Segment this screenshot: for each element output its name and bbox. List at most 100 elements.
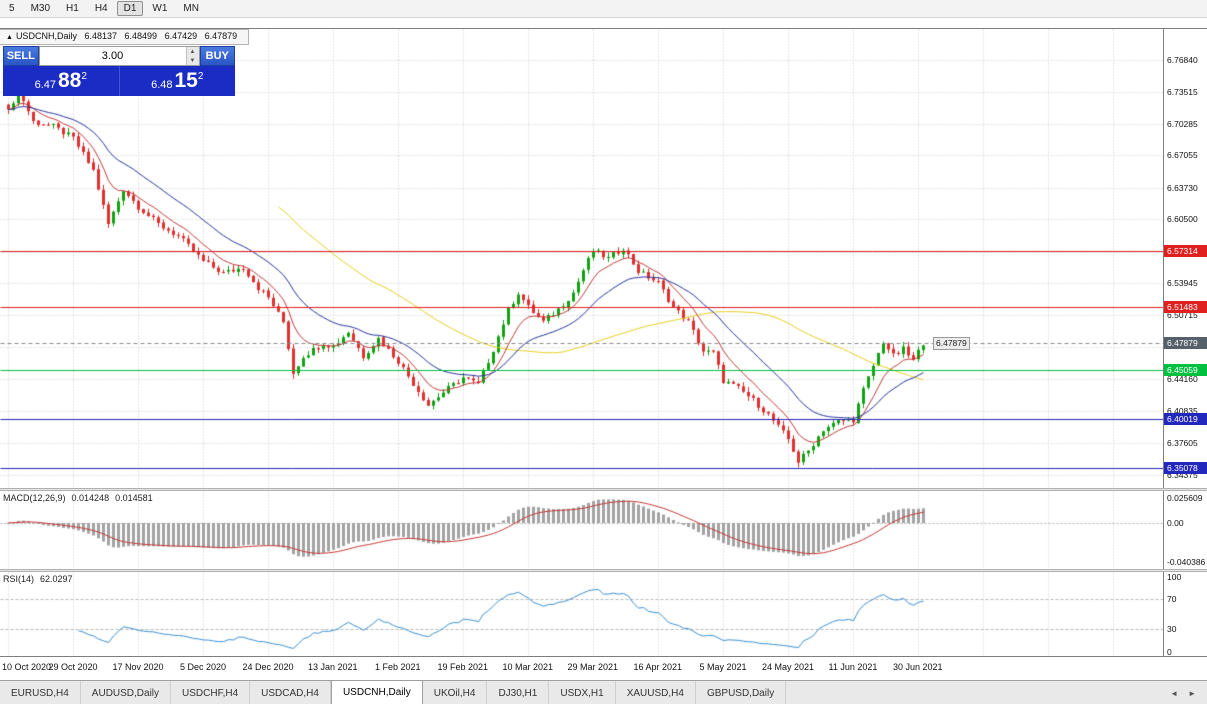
rsi-level-label: 100 [1167,572,1182,582]
rsi-panel: RSI(14) 62.0297 100 70 30 0 [0,572,1207,657]
ask-price-big: 15 [174,69,198,92]
timeframe-button-d1[interactable]: D1 [116,1,144,16]
rsi-canvas[interactable] [0,572,1163,656]
timeframe-button-mn[interactable]: MN [183,3,199,14]
rsi-scale[interactable]: 100 70 30 0 [1163,572,1207,657]
macd-indicator-label: MACD(12,26,9) 0.014248 0.014581 [3,493,159,503]
ohlc-open: 6.48137 [84,31,118,41]
macd-value-main: 0.014248 [71,493,110,503]
hline-price-tag: 6.40019 [1164,413,1207,426]
date-tick-label: 5 Dec 2020 [180,662,227,672]
volume-field: ▲ ▼ [38,46,200,66]
ohlc-close: 6.47879 [204,31,238,41]
macd-scale-zero: 0.00 [1167,518,1184,528]
price-tick-label: 6.50715 [1167,309,1198,320]
price-tick-label: 6.76840 [1167,54,1198,65]
bid-price-big: 88 [58,69,82,92]
date-tick-label: 10 Oct 2020 [2,662,52,672]
timeframe-button-w1[interactable]: W1 [152,3,168,14]
macd-panel: MACD(12,26,9) 0.014248 0.014581 0.025609 0.… [0,491,1207,569]
rsi-indicator-label: RSI(14) 62.0297 [3,574,79,584]
price-tick-label: 6.40835 [1167,406,1198,417]
chart-tab-gbpusd[interactable]: GBPUSD,Daily [696,681,787,704]
bid-ask-display: 6.47 88 2 6.48 15 2 [3,66,235,96]
tabs-scroll: ◄ ► [1165,681,1207,704]
timeframe-button-h4[interactable]: H4 [94,3,108,14]
date-tick-label: 29 Oct 2020 [48,662,98,672]
price-tick-label: 6.70285 [1167,118,1198,129]
chart-symbol-period: USDCNH,Daily [15,31,77,41]
chart-tab-usdcnh[interactable]: USDCNH,Daily [330,681,423,704]
timeframe-button-m30[interactable]: M30 [30,3,51,14]
ohlc-high: 6.48499 [124,31,158,41]
chart-tabs-bar: EURUSD,H4 AUDUSD,Daily USDCHF,H4 USDCAD,H4 U… [0,680,1207,704]
price-chart-canvas[interactable] [0,29,1163,488]
chart-tab-xauusd[interactable]: XAUUSD,H4 [616,681,696,704]
price-tick-label: 6.44160 [1167,374,1198,384]
date-tick-label: 13 Jan 2021 [308,662,358,672]
macd-name: MACD(12,26,9) [3,493,66,503]
hline-price-tag: 6.57314 [1164,244,1207,257]
chart-tab-eurusd[interactable]: EURUSD,H4 [0,681,81,704]
chart-window: ▲ USDCNH,Daily 6.48137 6.48499 6.47429 6.… [0,28,1207,704]
price-tick-label: 6.63730 [1167,182,1198,193]
chart-tab-ukoil[interactable]: UKOil,H4 [423,681,488,704]
price-scale[interactable]: 6.76840 6.73515 6.70285 6.67055 6.63730 6.605… [1163,29,1207,488]
bid-price-small: 6.47 [34,78,56,91]
buy-button[interactable]: BUY [199,46,235,66]
chart-tab-usdx[interactable]: USDX,H1 [549,681,616,704]
ask-price-button[interactable]: 6.48 15 2 [120,66,236,96]
rsi-name: RSI(14) [3,574,35,584]
last-price-box: 6.47879 [933,337,970,350]
chart-tab-dj30[interactable]: DJ30,H1 [487,681,550,704]
date-tick-label: 17 Nov 2020 [112,662,164,672]
timeframe-button-5[interactable]: 5 [9,3,15,14]
date-tick-label: 19 Feb 2021 [437,662,489,672]
rsi-level-label: 30 [1167,624,1177,635]
rsi-level-label: 70 [1167,593,1177,604]
bid-price-button[interactable]: 6.47 88 2 [3,66,120,96]
date-tick-label: 29 Mar 2021 [567,662,619,672]
ohlc-low: 6.47429 [164,31,198,41]
chart-tab-usdcad[interactable]: USDCAD,H4 [250,681,331,704]
rsi-level-label: 0 [1167,647,1172,657]
current-price-tag: 6.47879 [1164,337,1207,349]
price-tick-label: 6.73515 [1167,87,1198,98]
date-tick-label: 30 Jun 2021 [893,662,943,672]
tabs-scroll-right-icon[interactable]: ► [1188,688,1196,698]
chart-tab-usdchf[interactable]: USDCHF,H4 [171,681,251,704]
chart-tab-audusd[interactable]: AUDUSD,Daily [81,681,172,704]
hline-price-tag: 6.35078 [1164,461,1207,474]
macd-canvas[interactable] [0,491,1163,569]
chart-tabs-list: EURUSD,H4 AUDUSD,Daily USDCHF,H4 USDCAD,H4 U… [0,681,787,704]
sell-button[interactable]: SELL [3,46,39,66]
volume-spinner: ▲ ▼ [185,47,199,65]
one-click-trading-widget: SELL ▲ ▼ BUY 6.47 88 2 [3,46,235,96]
volume-down-icon[interactable]: ▼ [186,56,199,65]
time-axis[interactable]: 10 Oct 2020 29 Oct 2020 17 Nov 2020 5 Dec 2… [0,656,1207,680]
volume-up-icon[interactable]: ▲ [186,47,199,56]
date-tick-label: 5 May 2021 [699,662,747,672]
timeframe-button-h1[interactable]: H1 [66,3,79,14]
date-tick-label: 10 Mar 2021 [502,662,554,672]
date-tick-label: 16 Apr 2021 [633,662,683,672]
date-tick-label: 11 Jun 2021 [828,662,878,672]
macd-value-signal: 0.014581 [115,493,153,503]
chart-marker-icon: ▲ [6,34,13,41]
panel-splitter-rsi[interactable] [0,569,1207,572]
date-tick-label: 24 Dec 2020 [242,662,294,672]
tabs-scroll-left-icon[interactable]: ◄ [1170,688,1179,698]
time-axis-labels: 10 Oct 2020 29 Oct 2020 17 Nov 2020 5 Dec 2… [0,657,1163,680]
rsi-value: 62.0297 [40,574,73,584]
panel-splitter-macd[interactable] [0,488,1207,491]
price-tick-label: 6.37605 [1167,438,1198,449]
macd-scale-max: 0.025609 [1167,493,1203,503]
macd-scale[interactable]: 0.025609 0.00 -0.040386 [1163,491,1207,569]
date-tick-label: 1 Feb 2021 [375,662,421,672]
volume-input[interactable] [39,47,186,65]
chart-ohlc-readout: ▲ USDCNH,Daily 6.48137 6.48499 6.47429 6.… [0,29,250,45]
ask-price-sup: 2 [197,71,204,82]
macd-scale-min: -0.040386 [1167,557,1206,567]
price-tick-label: 6.53945 [1167,278,1198,289]
